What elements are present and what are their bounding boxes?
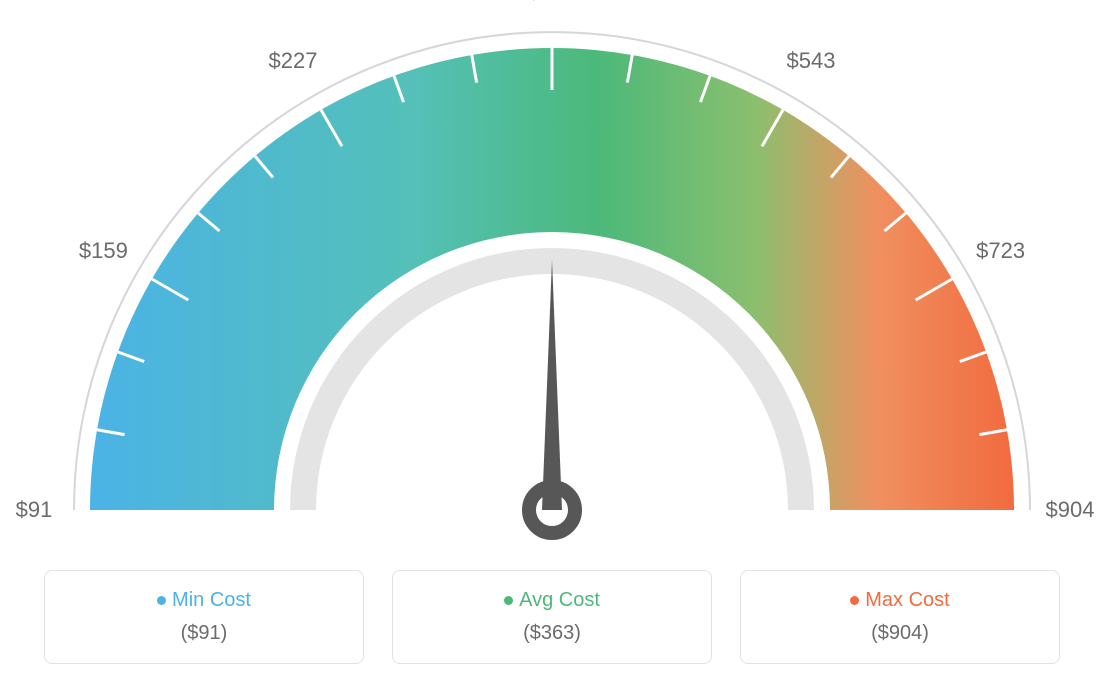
gauge-tick-label: $543 [787, 48, 836, 74]
legend-card-avg: Avg Cost ($363) [392, 570, 712, 664]
dot-icon [157, 596, 166, 605]
legend-card-min: Min Cost ($91) [44, 570, 364, 664]
dot-icon [504, 596, 513, 605]
legend-value-avg: ($363) [413, 622, 691, 645]
gauge-tick-label: $723 [976, 238, 1025, 264]
legend-value-max: ($904) [761, 622, 1039, 645]
gauge-tick-label: $159 [79, 238, 128, 264]
dot-icon [850, 596, 859, 605]
gauge-chart: $91 $159 $227 $363 $543 $723 $904 [0, 0, 1104, 560]
gauge-svg [0, 0, 1104, 560]
legend-title-avg: Avg Cost [413, 589, 691, 612]
gauge-tick-label: $91 [16, 497, 53, 523]
legend-title-max: Max Cost [761, 589, 1039, 612]
legend-title-text: Max Cost [865, 589, 949, 611]
legend-card-max: Max Cost ($904) [740, 570, 1060, 664]
legend-title-min: Min Cost [65, 589, 343, 612]
gauge-tick-label: $904 [1046, 497, 1095, 523]
legend-row: Min Cost ($91) Avg Cost ($363) Max Cost … [0, 570, 1104, 664]
legend-title-text: Min Cost [172, 589, 251, 611]
legend-value-min: ($91) [65, 622, 343, 645]
gauge-tick-label: $363 [528, 0, 577, 5]
legend-title-text: Avg Cost [519, 589, 600, 611]
gauge-tick-label: $227 [269, 48, 318, 74]
